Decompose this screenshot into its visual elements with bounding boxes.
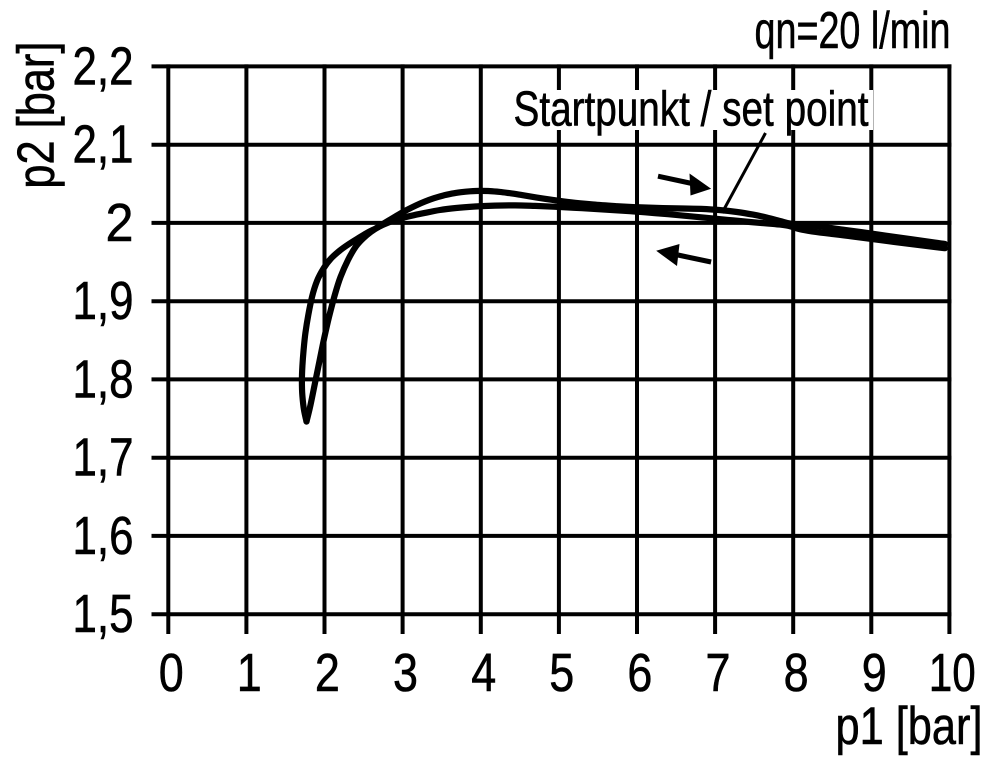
svg-text:10: 10	[929, 643, 976, 703]
svg-text:4: 4	[471, 643, 496, 703]
svg-text:6: 6	[627, 643, 652, 703]
svg-text:7: 7	[706, 643, 731, 703]
svg-text:1,7: 1,7	[73, 428, 134, 488]
svg-text:1: 1	[237, 643, 262, 703]
svg-text:8: 8	[784, 643, 809, 703]
svg-text:1,8: 1,8	[73, 349, 134, 409]
svg-text:p1 [bar]: p1 [bar]	[836, 697, 983, 756]
svg-text:0: 0	[159, 643, 184, 703]
svg-text:p2 [bar]: p2 [bar]	[8, 42, 66, 189]
svg-text:1,6: 1,6	[73, 506, 134, 566]
svg-text:2: 2	[106, 193, 134, 253]
svg-text:3: 3	[393, 643, 418, 703]
svg-text:5: 5	[549, 643, 574, 703]
svg-text:1,9: 1,9	[73, 271, 134, 331]
svg-text:9: 9	[862, 643, 887, 703]
svg-text:2: 2	[315, 643, 340, 703]
svg-text:1,5: 1,5	[73, 584, 134, 644]
svg-text:2,2: 2,2	[73, 36, 134, 96]
svg-text:Startpunkt / set point: Startpunkt / set point	[514, 83, 869, 137]
svg-text:2,1: 2,1	[73, 115, 134, 175]
svg-text:qn=20 l/min: qn=20 l/min	[755, 2, 951, 60]
